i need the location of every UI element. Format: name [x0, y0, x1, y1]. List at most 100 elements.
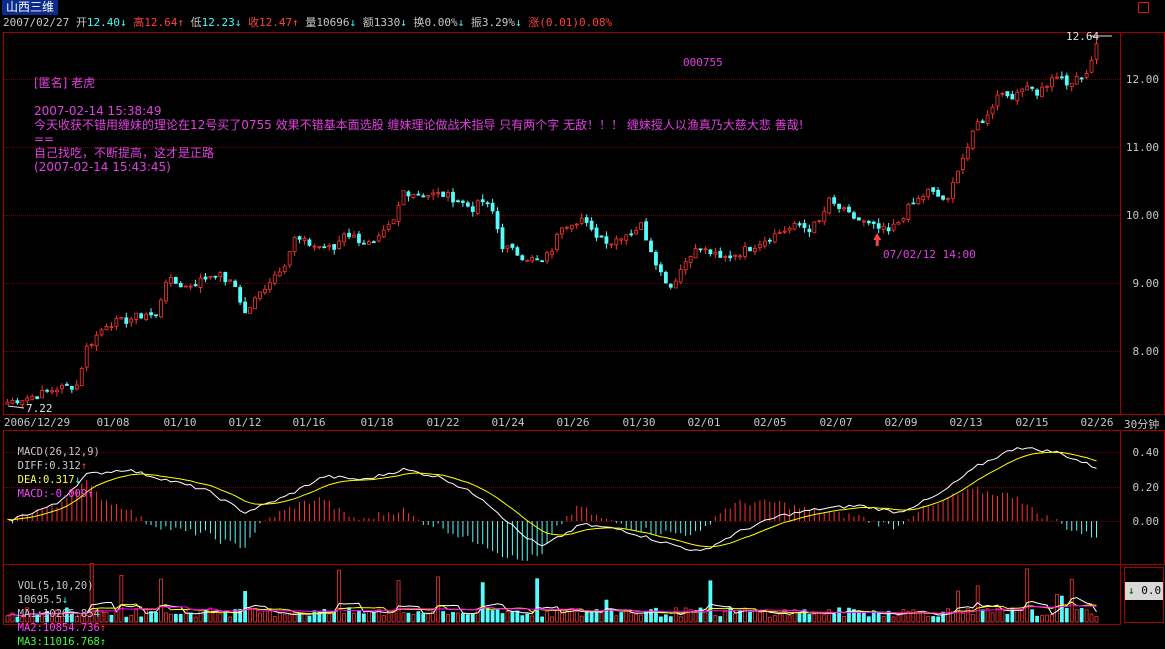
x-tick-3: 01/12: [228, 416, 262, 429]
candle-body: [99, 329, 104, 336]
volume-bar: [787, 615, 792, 623]
candle-body: [510, 243, 515, 248]
candle-body: [401, 190, 406, 206]
volume-bar: [178, 613, 183, 623]
candle-body: [817, 220, 822, 222]
volume-bar: [485, 607, 490, 623]
volume-bar: [832, 613, 837, 623]
volume-bar: [406, 612, 411, 623]
candle-body: [960, 157, 965, 171]
volume-bar: [342, 613, 347, 623]
volume-bar: [213, 610, 218, 623]
volume-bar: [1084, 609, 1089, 623]
diff-line: [7, 447, 1097, 552]
volume-bar: [555, 609, 559, 623]
volume-bar: [159, 578, 163, 623]
period-label[interactable]: 30分钟: [1124, 418, 1160, 431]
macd-tick-000: 0.00: [1132, 515, 1160, 528]
candle-body: [723, 255, 728, 258]
volume-bar: [807, 613, 812, 623]
volume-bar: [852, 609, 856, 623]
volume-bar: [262, 610, 267, 623]
candle-body: [941, 195, 945, 200]
x-tick-0: 2006/12/29: [3, 416, 71, 429]
candle-body: [124, 317, 129, 324]
volume-bar: [411, 614, 416, 623]
candle-body: [951, 182, 955, 199]
ma3-arrow-icon: ↑: [99, 636, 107, 648]
price-tick-11: 11.00: [1125, 141, 1159, 154]
amount-value: 1330: [373, 16, 401, 29]
volume-bar: [228, 616, 233, 623]
candle-body: [337, 240, 342, 249]
close-box-icon[interactable]: [1138, 2, 1149, 13]
candle-body: [292, 236, 297, 253]
volume-bar: [292, 612, 297, 623]
candle-body: [490, 202, 495, 212]
volume-bar: [238, 609, 243, 623]
candle-body: [564, 226, 569, 229]
volume-bar: [446, 613, 450, 623]
volume-bar: [5, 615, 10, 623]
volume-bar: [604, 599, 609, 623]
x-tick-9: 01/30: [622, 416, 656, 429]
volume-bar: [663, 614, 668, 623]
volume-bar: [970, 614, 975, 623]
volume-readout-arrow-icon: ↓: [1128, 584, 1135, 597]
quote-date: 2007/02/27: [3, 16, 70, 29]
candle-body: [218, 272, 223, 278]
price-tick-9: 9.00: [1132, 277, 1160, 290]
volume-bar: [69, 611, 74, 623]
candle-body: [168, 276, 173, 284]
open-arrow-icon: ↓: [119, 16, 127, 29]
candle-body: [134, 312, 139, 320]
candle-body: [1069, 82, 1074, 87]
volume-bar: [465, 614, 470, 623]
candle-body: [183, 285, 188, 288]
ma2-arrow-icon: ↑: [99, 622, 107, 634]
candle-body: [213, 275, 218, 278]
volume-readout: ↓ 0.0: [1125, 582, 1163, 600]
volume-bar: [1025, 568, 1030, 623]
candle-body: [55, 389, 59, 393]
candle-body: [1035, 89, 1039, 96]
candle-body: [891, 223, 896, 231]
candle-body: [688, 256, 693, 263]
candle-body: [465, 202, 470, 207]
volume-bar: [733, 612, 738, 623]
volume-bar: [357, 610, 361, 623]
candle-body: [436, 192, 441, 195]
volume-bar: [371, 611, 376, 623]
volume-bar: [233, 609, 238, 623]
macd-value: -0.009: [49, 488, 88, 500]
candle-body: [332, 244, 337, 250]
candle-body: [857, 217, 861, 221]
volume-bar: [89, 563, 94, 623]
candle-body: [827, 197, 832, 214]
candle-body: [921, 195, 926, 201]
x-tick-8: 01/26: [556, 416, 590, 429]
candle-body: [352, 234, 356, 238]
candle-body: [604, 236, 609, 244]
volume-bar: [530, 615, 535, 623]
candle-body: [975, 121, 980, 131]
candle-body: [60, 384, 64, 390]
ma1-value: 10265.854: [42, 608, 100, 620]
candle-body: [45, 389, 49, 392]
candle-body: [708, 249, 713, 255]
candle-body: [208, 276, 213, 279]
macd-tick-040: 0.40: [1132, 446, 1160, 459]
candle-body: [485, 202, 490, 205]
candle-body: [233, 280, 238, 288]
ma1-label: MA1:: [17, 608, 43, 620]
volume-bar: [134, 609, 139, 623]
candle-body: [1040, 86, 1044, 98]
candle-body: [505, 245, 510, 249]
volume-bar: [792, 609, 797, 623]
candle-body: [50, 390, 54, 393]
volume-bar: [79, 615, 84, 623]
volume-bar: [579, 615, 584, 623]
candle-body: [317, 246, 322, 248]
candle-body: [629, 233, 634, 236]
volume-bar: [480, 582, 485, 623]
